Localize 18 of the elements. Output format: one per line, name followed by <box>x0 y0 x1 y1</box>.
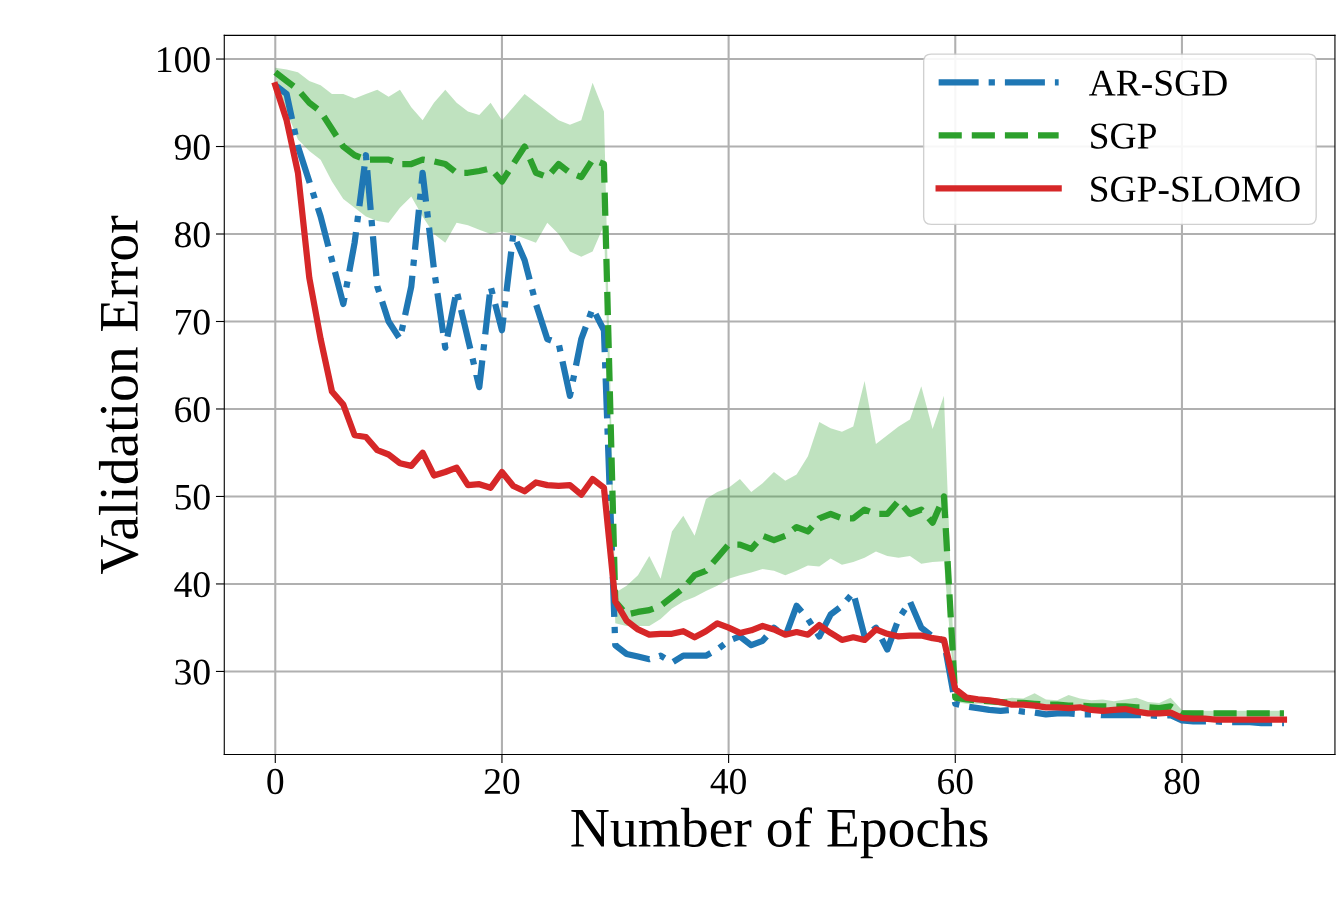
legend-label: SGP-SLOMO <box>1091 176 1300 202</box>
y-tick-label: 60 <box>175 397 210 423</box>
y-axis-title: Validation Error <box>98 215 139 575</box>
x-tick-label: 80 <box>1164 768 1200 795</box>
x-tick-label: 60 <box>938 768 973 795</box>
y-tick-label: 80 <box>175 222 210 248</box>
legend-label: SGP <box>1091 123 1156 149</box>
x-tick-label: 40 <box>710 768 746 795</box>
y-tick-label: 30 <box>175 659 210 685</box>
y-tick-label: 100 <box>158 47 210 73</box>
legend-label: AR-SGD <box>1089 70 1227 96</box>
y-tick-label: 40 <box>174 572 210 598</box>
y-tick-label: 90 <box>174 134 210 160</box>
x-tick-label: 20 <box>484 768 520 795</box>
x-axis-title: Number of Epochs <box>571 807 988 859</box>
y-tick-label: 50 <box>175 484 210 510</box>
y-tick-label: 70 <box>176 309 210 335</box>
x-tick-label: 0 <box>267 768 284 795</box>
